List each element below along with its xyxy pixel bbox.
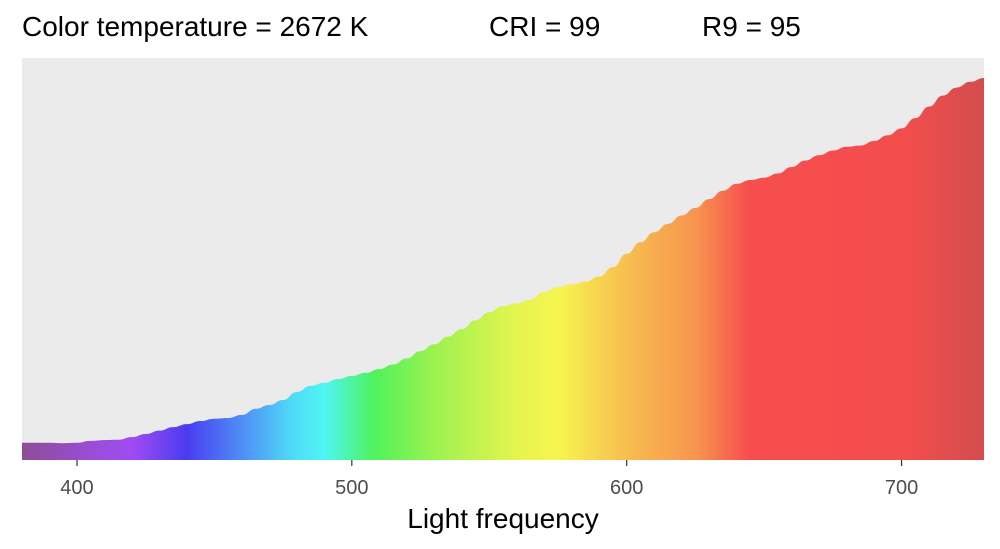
x-axis: 400 500 600 700 <box>60 460 918 499</box>
x-tick-label: 500 <box>335 477 368 499</box>
x-tick-label: 700 <box>885 477 918 499</box>
cri-label: CRI = 99 <box>489 11 601 42</box>
r9-label: R9 = 95 <box>702 11 801 42</box>
spectrum-area <box>22 78 984 460</box>
chart-header: Color temperature = 2672 K CRI = 99 R9 =… <box>22 9 982 45</box>
x-tick-label: 400 <box>60 477 93 499</box>
x-axis-title: Light frequency <box>407 503 598 534</box>
x-tick-label: 600 <box>610 477 643 499</box>
color-temperature-label: Color temperature = 2672 K <box>22 11 369 42</box>
